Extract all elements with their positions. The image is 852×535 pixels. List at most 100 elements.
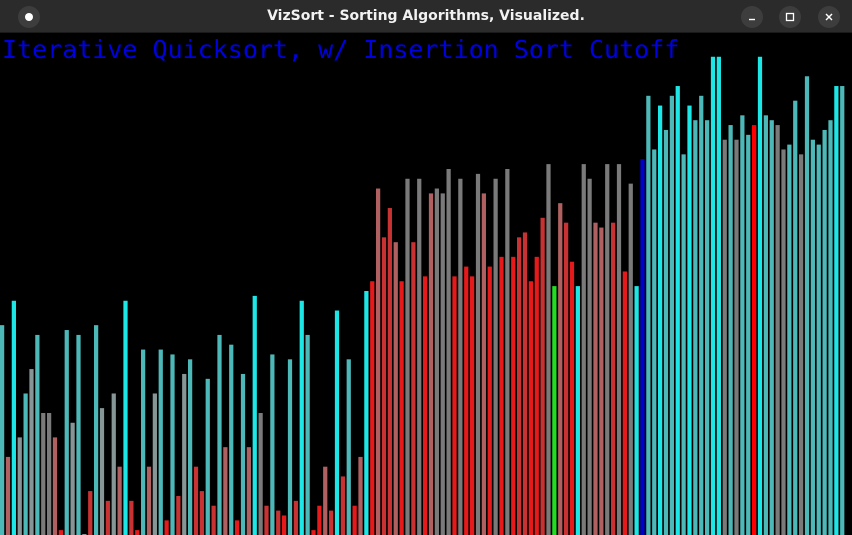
bar <box>29 369 34 535</box>
bar <box>587 178 592 535</box>
bar <box>728 125 733 535</box>
bar <box>376 188 381 535</box>
bar <box>411 242 416 535</box>
bar <box>88 491 93 535</box>
title-bar: VizSort - Sorting Algorithms, Visualized… <box>0 0 852 33</box>
bar <box>528 281 533 535</box>
bar <box>346 359 351 535</box>
bar <box>323 466 328 535</box>
bar <box>417 178 422 535</box>
bar <box>669 95 674 535</box>
bar <box>35 334 40 535</box>
bar <box>769 120 774 535</box>
sort-visualization-canvas: Iterative Quicksort, w/ Insertion Sort C… <box>0 33 852 535</box>
close-button[interactable] <box>818 6 840 28</box>
bar <box>593 222 598 535</box>
bar <box>282 515 287 535</box>
bar <box>499 256 504 535</box>
window-title: VizSort - Sorting Algorithms, Visualized… <box>267 8 585 24</box>
bar <box>828 120 833 535</box>
bar <box>663 129 669 535</box>
bar <box>652 149 657 535</box>
bar <box>270 354 275 535</box>
bar <box>493 178 498 535</box>
bars-chart <box>0 56 845 535</box>
bar <box>105 500 110 535</box>
bar <box>146 466 152 535</box>
bar <box>799 154 804 535</box>
minimize-button[interactable] <box>741 6 763 28</box>
bar <box>628 183 633 535</box>
bar <box>329 510 334 535</box>
bar <box>94 325 99 535</box>
bar <box>687 105 692 535</box>
bar <box>158 349 163 535</box>
bar <box>470 276 475 535</box>
bar <box>569 261 575 535</box>
bar <box>223 447 228 535</box>
bar <box>446 169 451 535</box>
bar <box>381 237 387 535</box>
bar <box>70 422 75 535</box>
bar <box>546 164 551 535</box>
bar <box>740 115 745 535</box>
bar <box>787 144 792 535</box>
bar <box>117 466 122 535</box>
bar <box>52 437 58 535</box>
bar <box>716 56 721 535</box>
bar <box>240 373 246 535</box>
bar <box>252 295 257 535</box>
dot-menu-icon <box>25 13 33 21</box>
bar <box>405 178 410 535</box>
bar <box>170 354 175 535</box>
bar <box>475 173 481 535</box>
bar <box>176 495 181 535</box>
bar <box>258 413 263 535</box>
bar <box>534 256 539 535</box>
bar <box>129 500 134 535</box>
bar <box>464 266 469 535</box>
bar <box>423 276 428 535</box>
maximize-button[interactable] <box>779 6 801 28</box>
bar <box>152 393 157 535</box>
bar <box>11 300 16 535</box>
bar <box>99 408 105 535</box>
bar <box>0 325 5 535</box>
window-menu-button[interactable] <box>18 6 40 28</box>
bar <box>358 456 363 535</box>
bar <box>675 86 680 535</box>
bar <box>681 154 686 535</box>
bar <box>722 139 727 535</box>
bar <box>705 120 710 535</box>
bar <box>399 281 404 535</box>
bar <box>193 466 199 535</box>
bar <box>352 505 357 535</box>
bar <box>293 500 298 535</box>
bar <box>47 413 52 535</box>
bar <box>599 227 604 535</box>
bar <box>699 95 704 535</box>
bar <box>746 134 751 535</box>
bar <box>5 456 11 535</box>
bar <box>616 164 622 535</box>
bar <box>658 105 663 535</box>
bar <box>752 125 757 535</box>
bar <box>58 530 63 535</box>
bar <box>840 86 845 535</box>
bar <box>440 193 445 535</box>
bar <box>763 115 768 535</box>
bar <box>287 359 293 535</box>
bar <box>517 237 522 535</box>
bar <box>634 286 639 535</box>
bar <box>605 164 610 535</box>
bar <box>646 95 651 535</box>
bar <box>540 217 545 535</box>
bar <box>199 491 204 535</box>
algorithm-title: Iterative Quicksort, w/ Insertion Sort C… <box>2 35 680 64</box>
bar <box>41 413 46 535</box>
bar <box>611 222 616 535</box>
bar <box>558 203 563 535</box>
bar <box>217 334 222 535</box>
bar <box>793 100 798 535</box>
